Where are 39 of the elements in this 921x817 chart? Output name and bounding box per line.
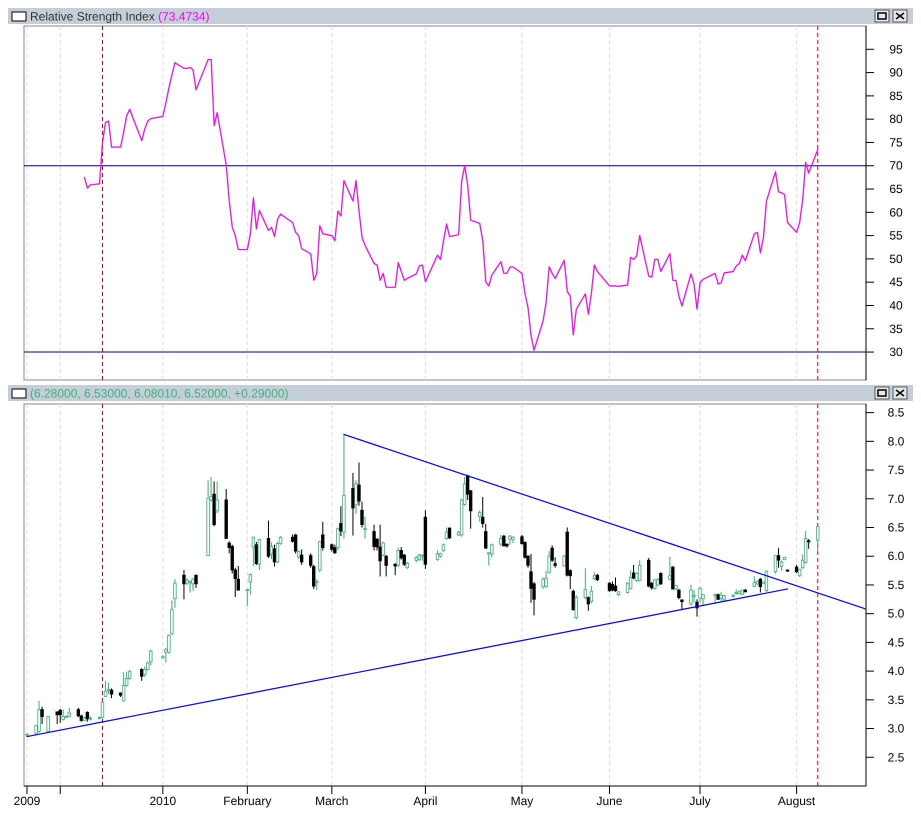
y-tick-label: 60 xyxy=(889,205,903,220)
y-tick-label: 5.5 xyxy=(888,578,905,592)
y-tick-label: 8.5 xyxy=(888,406,905,420)
y-tick-label: 50 xyxy=(889,252,903,266)
y-tick-label: 70 xyxy=(889,158,903,173)
x-tick-label: May xyxy=(510,794,534,808)
y-tick-label: 6.5 xyxy=(888,520,905,535)
y-tick-label: 90 xyxy=(889,66,903,80)
y-tick-label: 7.0 xyxy=(888,492,905,506)
x-tick-label: July xyxy=(689,794,711,808)
x-tick-label: February xyxy=(223,794,272,808)
x-tick-label: 2009 xyxy=(14,794,41,808)
x-tick-label: March xyxy=(315,794,348,808)
chart-title: Relative Strength Index xyxy=(30,10,158,24)
y-tick-label: 85 xyxy=(889,88,903,103)
y-tick-label: 8.0 xyxy=(888,434,905,448)
y-tick-label: 4.5 xyxy=(888,635,905,650)
y-tick-label: 45 xyxy=(889,275,903,290)
x-tick-label: April xyxy=(413,794,438,808)
y-tick-label: 40 xyxy=(889,298,903,312)
y-tick-label: 7.5 xyxy=(888,463,905,478)
y-tick-label: 35 xyxy=(889,322,903,336)
y-tick-label: 4.0 xyxy=(888,664,905,678)
x-tick-label: August xyxy=(778,794,816,808)
y-tick-label: 6.0 xyxy=(888,549,905,564)
x-tick-label: June xyxy=(596,794,623,808)
chart-subtitle: (6.28000, 6.53000, 6.08010, 6.52000, +0.29000) xyxy=(30,386,289,400)
y-tick-label: 30 xyxy=(889,345,903,360)
y-tick-label: 3.0 xyxy=(888,722,905,736)
y-tick-label: 2.5 xyxy=(888,750,905,764)
y-tick-label: 3.5 xyxy=(888,692,905,707)
chart-subtitle: (73.4734) xyxy=(158,10,210,24)
y-tick-label: 55 xyxy=(889,228,903,243)
y-tick-label: 95 xyxy=(889,42,903,56)
x-tick-label: 2010 xyxy=(149,794,176,808)
y-tick-label: 65 xyxy=(889,182,903,196)
y-tick-label: 5.0 xyxy=(888,606,905,621)
y-tick-label: 75 xyxy=(889,135,903,150)
y-tick-label: 80 xyxy=(889,112,903,126)
